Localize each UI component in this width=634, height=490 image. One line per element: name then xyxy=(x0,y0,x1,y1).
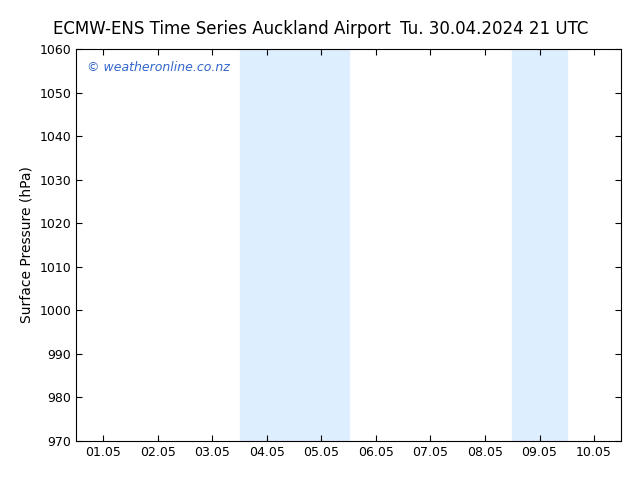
Bar xyxy=(240,49,349,441)
Text: © weatheronline.co.nz: © weatheronline.co.nz xyxy=(87,61,230,74)
Y-axis label: Surface Pressure (hPa): Surface Pressure (hPa) xyxy=(20,167,34,323)
Text: Tu. 30.04.2024 21 UTC: Tu. 30.04.2024 21 UTC xyxy=(400,20,589,38)
Bar xyxy=(512,49,567,441)
Text: ECMW-ENS Time Series Auckland Airport: ECMW-ENS Time Series Auckland Airport xyxy=(53,20,391,38)
